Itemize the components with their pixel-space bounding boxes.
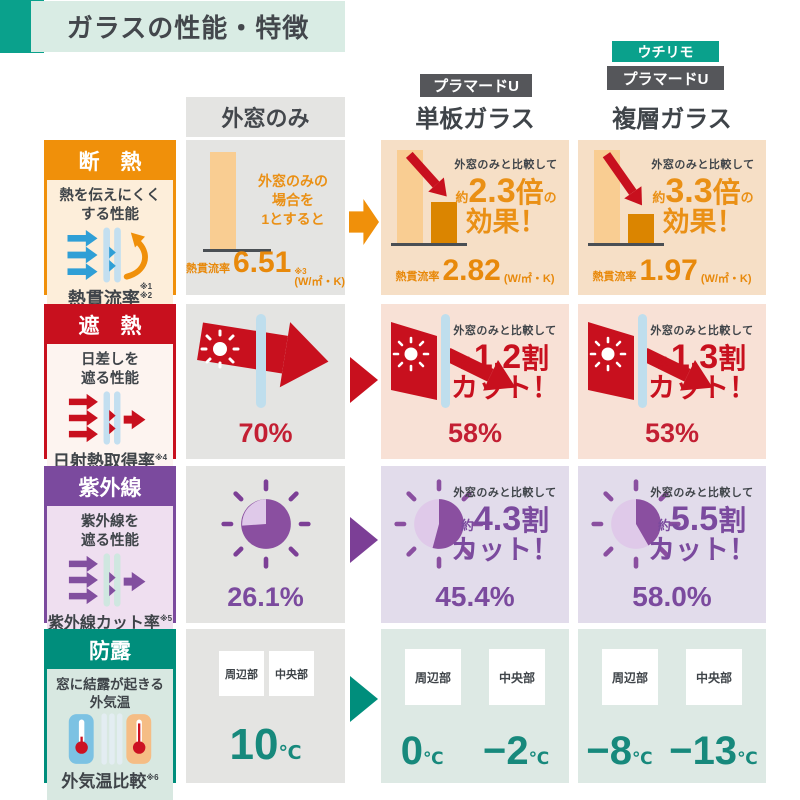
temp-perimeter: −8℃	[586, 729, 653, 773]
zone-label-center: 中央部	[686, 649, 742, 705]
zone-label-center: 中央部	[489, 649, 545, 705]
zone-label-perimeter: 周辺部	[405, 649, 461, 705]
uv-metric-footnote: ※5	[159, 613, 173, 623]
reduction-arrow-icon	[602, 152, 643, 206]
insulation-double-effect: 外窓のみと比較して 約3.3倍の 効果！	[651, 159, 755, 237]
insulation-outer-card: 外窓のみの 場合を 1とすると 熱貫流率 6.51 ※3 (W/㎡・K)	[186, 140, 345, 295]
uv-desc: 紫外線を 遮る性能	[81, 514, 139, 549]
flow-arrow-uv	[350, 517, 378, 563]
insulation-metric-label: 熱貫流率※1 ※2	[67, 281, 153, 309]
uv-single-card: 外窓のみと比較して 約4.3割 カット！ 45.4%	[381, 466, 569, 623]
flow-arrow-shading	[350, 357, 378, 403]
zone-label-perimeter: 周辺部	[602, 649, 658, 705]
temp-center: −13℃	[669, 729, 758, 773]
condensation-outer-temp: 10℃	[229, 720, 302, 769]
sun-arrow-icon	[197, 314, 329, 408]
insulation-single-effect: 外窓のみと比較して 約2.3倍の 効果！	[454, 159, 558, 237]
shading-label-card: 遮 熱 日差しを 遮る性能 日射熱取得率※4	[44, 304, 176, 480]
uv-sun-pie-icon	[394, 479, 484, 569]
bar-improved	[628, 214, 654, 243]
insulation-title: 断 熱	[47, 143, 173, 180]
badge-plamade-u-single: プラマードU	[420, 74, 532, 97]
column-header-outer-only: 外窓のみ	[186, 97, 345, 137]
column-header-double-glass: 複層ガラス	[612, 106, 732, 133]
shading-title: 遮 熱	[47, 307, 173, 344]
condensation-desc: 窓に結露が起きる 外気温	[56, 677, 164, 710]
badge-plamade-u-double: プラマードU	[607, 66, 724, 90]
uv-label-card: 紫外線 紫外線を 遮る性能 紫外線カット率※5	[44, 466, 176, 641]
condensation-double-temps: −8℃ −13℃	[578, 731, 766, 771]
uv-double-effect: 外窓のみと比較して 約5.5割 カット！	[648, 487, 756, 565]
bar-improved	[431, 202, 457, 243]
shading-metric-footnote: ※4	[154, 452, 168, 462]
condensation-single-temps: 0℃ −2℃	[381, 731, 569, 771]
shading-metric-label: 日射熱取得率※4	[52, 451, 168, 471]
uv-outer-card: 26.1%	[186, 466, 345, 623]
uv-double-value: 58.0%	[632, 581, 712, 612]
uv-title: 紫外線	[47, 469, 173, 506]
shading-outer-card: 70%	[186, 304, 345, 459]
insulation-single-card: 外窓のみと比較して 約2.3倍の 効果！ 熱貫流率 2.82 (W/㎡・K)	[381, 140, 569, 295]
condensation-single-card: 周辺部 中央部 0℃ −2℃	[381, 629, 569, 783]
page-title-text: ガラスの性能・特徴	[66, 13, 310, 43]
insulation-outer-metric-line: 熱貫流率 6.51 ※3 (W/㎡・K)	[185, 245, 346, 288]
column-header-single-glass: 単板ガラス	[415, 106, 535, 133]
baseline	[391, 243, 467, 246]
shading-icon	[68, 391, 146, 445]
condensation-double-card: 周辺部 中央部 −8℃ −13℃	[578, 629, 766, 783]
insulation-desc: 熱を伝えにくく する性能	[59, 188, 161, 223]
uv-metric-label: 紫外線カット率※5	[47, 613, 173, 632]
uv-single-effect: 外窓のみと比較して 約4.3割 カット！	[451, 487, 559, 565]
shading-desc: 日差しを 遮る性能	[81, 352, 139, 387]
temp-perimeter: 0℃	[400, 729, 444, 773]
zone-label-center: 中央部	[269, 651, 314, 696]
shading-single-value: 58%	[447, 418, 503, 448]
flow-arrow-condensation	[350, 676, 378, 722]
uv-single-value: 45.4%	[435, 581, 515, 612]
insulation-outer-note: 外窓のみの 場合を 1とすると	[258, 173, 328, 227]
sun-arrow-reduced-icon	[588, 314, 713, 408]
baseline	[588, 243, 664, 246]
insulation-double-card: 外窓のみと比較して 約3.3倍の 効果！ 熱貫流率 1.97 (W/㎡・K)	[578, 140, 766, 295]
condensation-metric-label: 外気温比較※6	[61, 772, 159, 792]
baseline	[203, 249, 271, 252]
insulation-outer-bar	[210, 152, 236, 249]
page-title: ガラスの性能・特徴	[31, 1, 345, 52]
condensation-title: 防露	[47, 632, 173, 669]
uv-sun-pie-icon	[221, 479, 311, 569]
zone-label-perimeter: 周辺部	[219, 651, 264, 696]
insulation-double-metric-line: 熱貫流率 1.97 (W/㎡・K)	[592, 254, 752, 287]
value-footnote: ※3	[294, 266, 307, 276]
uv-icon	[68, 553, 146, 607]
insulation-single-metric-line: 熱貫流率 2.82 (W/㎡・K)	[395, 254, 555, 287]
uv-double-card: 外窓のみと比較して 約5.5割 カット！ 58.0%	[578, 466, 766, 623]
reduction-arrow-icon	[405, 151, 447, 197]
shading-outer-value: 70%	[238, 418, 293, 448]
condensation-metric-footnote: ※6	[146, 773, 159, 783]
insulation-metric-footnote: ※1 ※2	[139, 281, 153, 300]
insulation-icon	[67, 227, 148, 283]
condensation-label-card: 防露 窓に結露が起きる 外気温 外気温比較※6	[44, 629, 176, 800]
shading-double-value: 53%	[644, 418, 700, 448]
uv-sun-pie-icon	[591, 479, 681, 569]
shading-single-effect: 外窓のみと比較して 約1.2割 カット！	[451, 325, 559, 403]
condensation-outer-card: 周辺部 中央部 10℃	[186, 629, 345, 783]
shading-double-effect: 外窓のみと比較して 約1.3割 カット！	[648, 325, 756, 403]
badge-uchirimo: ウチリモ	[612, 41, 719, 62]
shading-double-card: 外窓のみと比較して 約1.3割 カット！ 53%	[578, 304, 766, 459]
flow-arrow-insulation	[349, 199, 379, 245]
insulation-label-card: 断 熱 熱を伝えにくく する性能 熱貫流率※1 ※2	[44, 140, 176, 319]
shading-single-card: 外窓のみと比較して 約1.2割 カット！ 58%	[381, 304, 569, 459]
temp-center: −2℃	[483, 729, 550, 773]
thermometer-icon	[68, 713, 152, 765]
uv-outer-value: 26.1%	[227, 582, 304, 612]
sun-arrow-reduced-icon	[391, 314, 516, 408]
